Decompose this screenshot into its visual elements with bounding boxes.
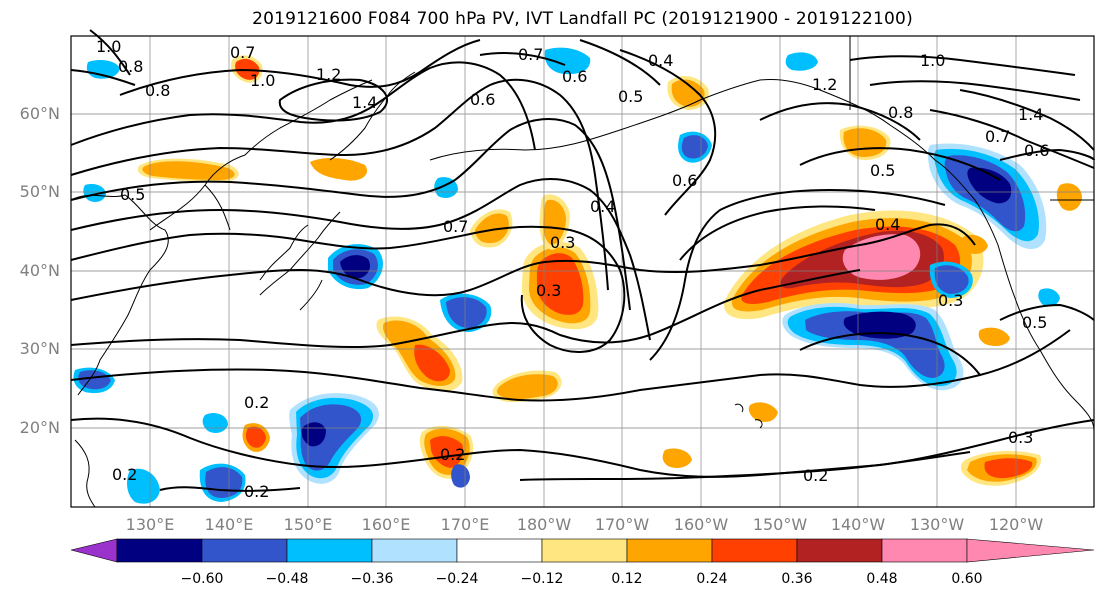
lon-label: 170°E [440,515,490,534]
contour-label: 0.5 [870,161,895,180]
colorbar-segment [796,538,883,563]
contour-label: 0.2 [244,393,269,412]
contour-label: 0.8 [118,57,143,76]
contour-labels: 1.0 0.8 0.7 1.0 0.8 1.2 1.4 0.5 0.7 0.6 … [96,37,1049,501]
japan-coastline [259,211,341,311]
lon-label: 130°E [125,515,175,534]
contour-label: 0.5 [120,185,145,204]
lon-label: 140°W [830,515,886,534]
colorbar-segment [456,538,543,563]
contour-label: 0.8 [145,81,170,100]
contour-label: 0.7 [985,127,1010,146]
hawaii-islands [734,403,763,429]
contour-label: 0.7 [443,217,468,236]
contour-label: 1.4 [352,93,377,112]
contour-label: 1.2 [316,65,341,84]
lon-label: 130°W [909,515,965,534]
colorbar-tick-label: −0.36 [350,571,394,587]
contour-label: 0.4 [648,51,673,70]
colorbar-segment [711,538,798,563]
lon-label: 120°W [988,515,1044,534]
contour-label: 0.5 [1022,313,1047,332]
contour-label: 0.2 [440,445,465,464]
negative-anomaly-field [73,47,1060,504]
colorbar-tick-label: −0.24 [435,571,479,587]
contour-label: 0.3 [938,291,963,310]
lon-label: 150°W [752,515,808,534]
colorbar-segment [626,538,713,563]
aleutian-islands [429,99,701,161]
contour-label: 0.8 [888,103,913,122]
lat-label: 30°N [19,339,60,358]
contour-label: 0.5 [618,87,643,106]
contour-label: 0.3 [1008,428,1033,447]
north-canada-border [849,36,1094,201]
contour-label: 0.4 [875,215,900,234]
contour-label: 0.7 [518,45,543,64]
colorbar-tick-label: 0.48 [866,571,898,587]
lon-label: 160°E [361,515,411,534]
contour-label: 1.0 [96,37,121,56]
colorbar-tick-label: 0.60 [951,571,983,587]
colorbar-right-extend [966,538,1095,563]
contour-label: 0.4 [590,197,615,216]
colorbar-tick-label: 0.36 [781,571,813,587]
lon-label: 170°W [594,515,650,534]
contour-label: 0.2 [244,482,269,501]
contour-label: 1.2 [812,75,837,94]
contour-label: 0.3 [550,233,575,252]
contour-label: 0.7 [230,43,255,62]
lon-label: 160°W [673,515,729,534]
contour-label: 0.2 [803,466,828,485]
lon-label: 140°E [204,515,254,534]
positive-anomaly-west [137,55,1082,486]
contour-label: 1.4 [1018,105,1043,124]
colorbar [70,538,1095,563]
asia-coastline [70,79,373,396]
lat-label: 50°N [19,182,60,201]
philippines-coastline [74,439,96,508]
contour-label: 1.0 [250,71,275,90]
lon-label: 150°E [283,515,333,534]
colorbar-tick-label: 0.12 [611,571,643,587]
contour-label: 0.6 [1024,141,1049,160]
contour-label: 0.6 [672,171,697,190]
alaska-coastline [699,79,936,161]
colorbar-tick-label: −0.60 [180,571,224,587]
colorbar-segment [116,538,203,563]
north-america-coastline [934,159,1095,431]
colorbar-tick-label: −0.48 [265,571,309,587]
colorbar-segment [371,538,458,563]
contour-label: 0.6 [562,67,587,86]
contour-label: 1.0 [920,51,945,70]
colorbar-tick-label: 0.24 [696,571,728,587]
colorbar-segment [201,538,288,563]
colorbar-segment [541,538,628,563]
contour-label: 0.2 [112,465,137,484]
positive-anomaly-east-pacific [724,210,984,320]
colorbar-segment [286,538,373,563]
lat-label: 40°N [19,261,60,280]
coastlines [70,36,1095,508]
contour-label: 0.6 [470,90,495,109]
lat-label: 60°N [19,104,60,123]
colorbar-tick-label: −0.12 [520,571,564,587]
lon-label: 180°W [516,515,572,534]
map-frame [70,35,1095,508]
lat-label: 20°N [19,418,60,437]
colorbar-segment [881,538,968,563]
pv-contours [70,29,1095,492]
graticule [71,36,1094,507]
contour-label: 0.3 [536,281,561,300]
colorbar-left-extend [70,538,118,563]
map-title: 2019121600 F084 700 hPa PV, IVT Landfall… [252,9,913,29]
